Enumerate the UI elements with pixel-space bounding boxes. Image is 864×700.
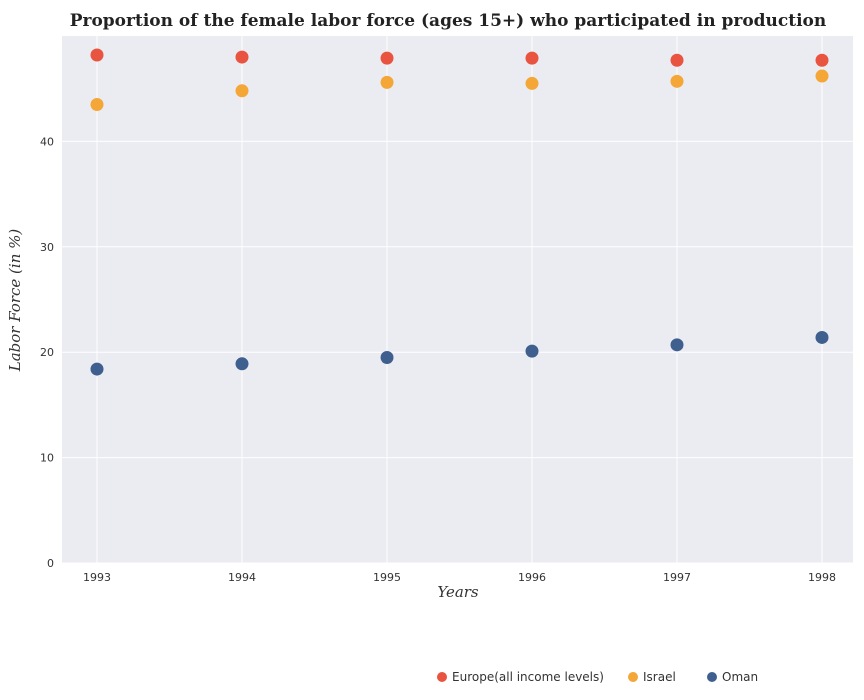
point-europe-all-income-levels-1995 (380, 51, 394, 65)
x-tick-label: 1995 (373, 571, 401, 584)
x-tick-label: 1993 (83, 571, 111, 584)
point-oman-1997 (670, 338, 684, 352)
x-tick-label: 1997 (663, 571, 691, 584)
point-europe-all-income-levels-1994 (235, 50, 249, 64)
y-tick-label: 40 (40, 135, 54, 148)
point-oman-1996 (525, 344, 539, 358)
point-israel-1997 (670, 74, 684, 88)
chart-title: Proportion of the female labor force (ag… (70, 11, 827, 31)
x-tick-label: 1994 (228, 571, 256, 584)
point-europe-all-income-levels-1996 (525, 51, 539, 65)
point-israel-1994 (235, 84, 249, 98)
point-europe-all-income-levels-1993 (90, 48, 104, 62)
legend: Europe(all income levels) Israel Oman (437, 670, 758, 684)
y-tick-label: 30 (40, 241, 54, 254)
y-tick-label: 0 (47, 557, 54, 570)
x-axis-ticks: 1993 1994 1995 1996 1997 1998 (83, 571, 836, 584)
grid (62, 36, 853, 564)
legend-marker (628, 672, 638, 682)
x-axis-title: Years (437, 583, 479, 601)
point-israel-1993 (90, 98, 104, 112)
point-israel-1998 (815, 69, 829, 83)
point-israel-1996 (525, 76, 539, 90)
legend-label: Israel (643, 670, 676, 684)
data-points (90, 48, 829, 376)
x-tick-label: 1996 (518, 571, 546, 584)
x-tick-label: 1998 (808, 571, 836, 584)
point-oman-1998 (815, 330, 829, 344)
point-oman-1994 (235, 357, 249, 371)
y-axis-title: Labor Force (in %) (6, 229, 24, 373)
legend-marker (437, 672, 447, 682)
legend-marker (707, 672, 717, 682)
y-tick-label: 20 (40, 346, 54, 359)
y-tick-label: 10 (40, 452, 54, 465)
point-israel-1995 (380, 75, 394, 89)
point-europe-all-income-levels-1997 (670, 53, 684, 67)
plot-area (62, 36, 853, 563)
point-europe-all-income-levels-1998 (815, 53, 829, 67)
point-oman-1993 (90, 362, 104, 376)
legend-label: Oman (722, 670, 758, 684)
legend-label: Europe(all income levels) (452, 670, 604, 684)
point-oman-1995 (380, 350, 394, 364)
y-axis-ticks: 0 10 20 30 40 (40, 135, 54, 570)
